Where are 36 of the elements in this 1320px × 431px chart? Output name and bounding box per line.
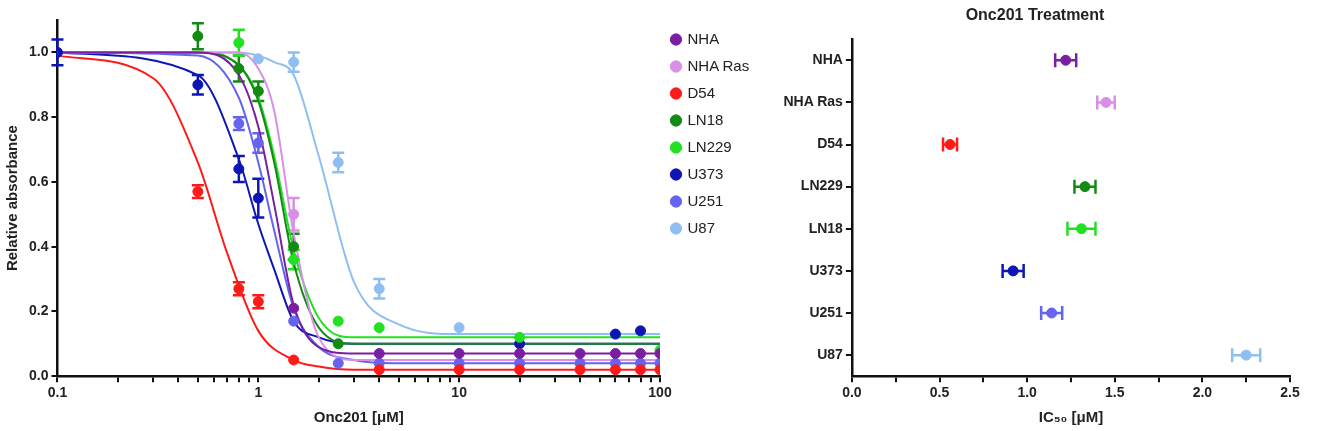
legend-label: U373 bbox=[687, 164, 724, 182]
y-tick-label: 0.4 bbox=[28, 237, 49, 254]
y-tick-label: LN18 bbox=[808, 219, 844, 236]
legend-label: NHA bbox=[687, 29, 720, 47]
x-tick-label: 100 bbox=[648, 384, 672, 401]
legend-label: LN18 bbox=[687, 110, 724, 128]
x-tick-label: 0.1 bbox=[47, 384, 68, 401]
legend-label: D54 bbox=[687, 83, 716, 101]
legend-label: U87 bbox=[687, 218, 716, 236]
y-tick-label: D54 bbox=[817, 135, 844, 152]
x-tick-label: 0.0 bbox=[842, 384, 862, 401]
chart-title: Onc201 Treatment bbox=[965, 6, 1106, 24]
legend-label: U251 bbox=[687, 191, 724, 209]
y-tick-label: 0.0 bbox=[28, 367, 49, 384]
legend-label: NHA Ras bbox=[687, 56, 750, 74]
x-tick-label: 2.0 bbox=[1192, 384, 1213, 401]
y-tick-label: U251 bbox=[809, 303, 844, 320]
x-axis-title: Onc201 [μM] bbox=[313, 408, 404, 426]
y-tick-label: U87 bbox=[817, 346, 844, 362]
y-tick-label: 0.2 bbox=[28, 302, 49, 319]
y-tick-label: NHA bbox=[812, 51, 843, 68]
y-axis-title: Relative absorbance bbox=[3, 125, 21, 272]
y-tick-label: LN229 bbox=[800, 177, 844, 194]
y-tick-label: 1.0 bbox=[28, 43, 49, 60]
y-tick-label: U373 bbox=[809, 261, 844, 278]
x-tick-label: 1 bbox=[254, 384, 263, 401]
y-tick-label: NHA Ras bbox=[783, 93, 844, 110]
x-tick-label: 0.5 bbox=[929, 384, 950, 401]
x-tick-label: 2.5 bbox=[1280, 384, 1300, 401]
x-axis-title: IC₅₀ [μM] bbox=[1038, 408, 1104, 426]
legend-label: LN229 bbox=[687, 137, 732, 155]
x-tick-label: 1.5 bbox=[1105, 384, 1125, 401]
x-tick-label: 1.0 bbox=[1017, 384, 1038, 401]
y-tick-label: 0.6 bbox=[28, 172, 49, 189]
x-tick-label: 10 bbox=[451, 384, 468, 401]
y-tick-label: 0.8 bbox=[28, 108, 49, 124]
